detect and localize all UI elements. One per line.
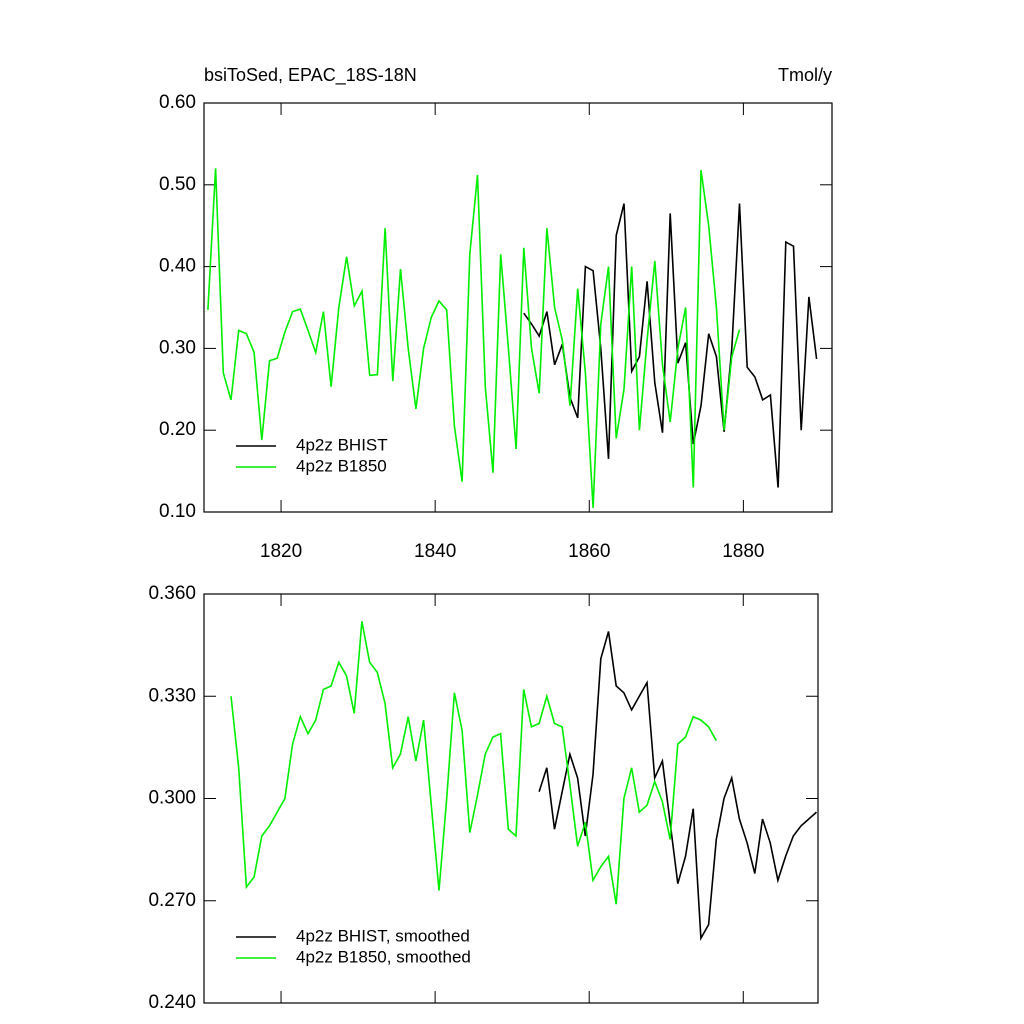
- plot-frame: [203, 593, 819, 1004]
- y-tick-label: 0.60: [159, 92, 196, 113]
- y-tick-label: 0.240: [148, 992, 196, 1013]
- y-tick-label: 0.300: [148, 788, 196, 809]
- y-tick-label: 0.10: [159, 501, 196, 522]
- series-line: [538, 631, 818, 941]
- y-tick-label: 0.270: [148, 890, 196, 911]
- chart-title: bsiToSed, EPAC_18S-18N: [204, 65, 417, 86]
- y-tick-label: 0.30: [159, 337, 196, 358]
- x-tick-label: 1860: [568, 541, 610, 562]
- series-line: [230, 621, 717, 905]
- y-tick-label: 0.40: [159, 256, 196, 277]
- y-tick-label: 0.330: [148, 685, 196, 706]
- y-tick-label: 0.50: [159, 174, 196, 195]
- x-tick-label: 1840: [414, 541, 456, 562]
- plot-frame: [203, 102, 833, 513]
- legend-label: 4p2z B1850: [296, 456, 387, 475]
- series-line: [523, 203, 818, 488]
- y-tick-label: 0.360: [148, 583, 196, 604]
- legend-label: 4p2z BHIST, smoothed: [296, 926, 470, 945]
- x-tick-label: 1820: [260, 541, 302, 562]
- y-tick-label: 0.20: [159, 419, 196, 440]
- x-tick-label: 1880: [722, 541, 764, 562]
- units-label: Tmol/y: [778, 65, 832, 85]
- series-line: [207, 168, 741, 508]
- legend-label: 4p2z B1850, smoothed: [296, 947, 471, 966]
- legend-label: 4p2z BHIST: [296, 435, 388, 454]
